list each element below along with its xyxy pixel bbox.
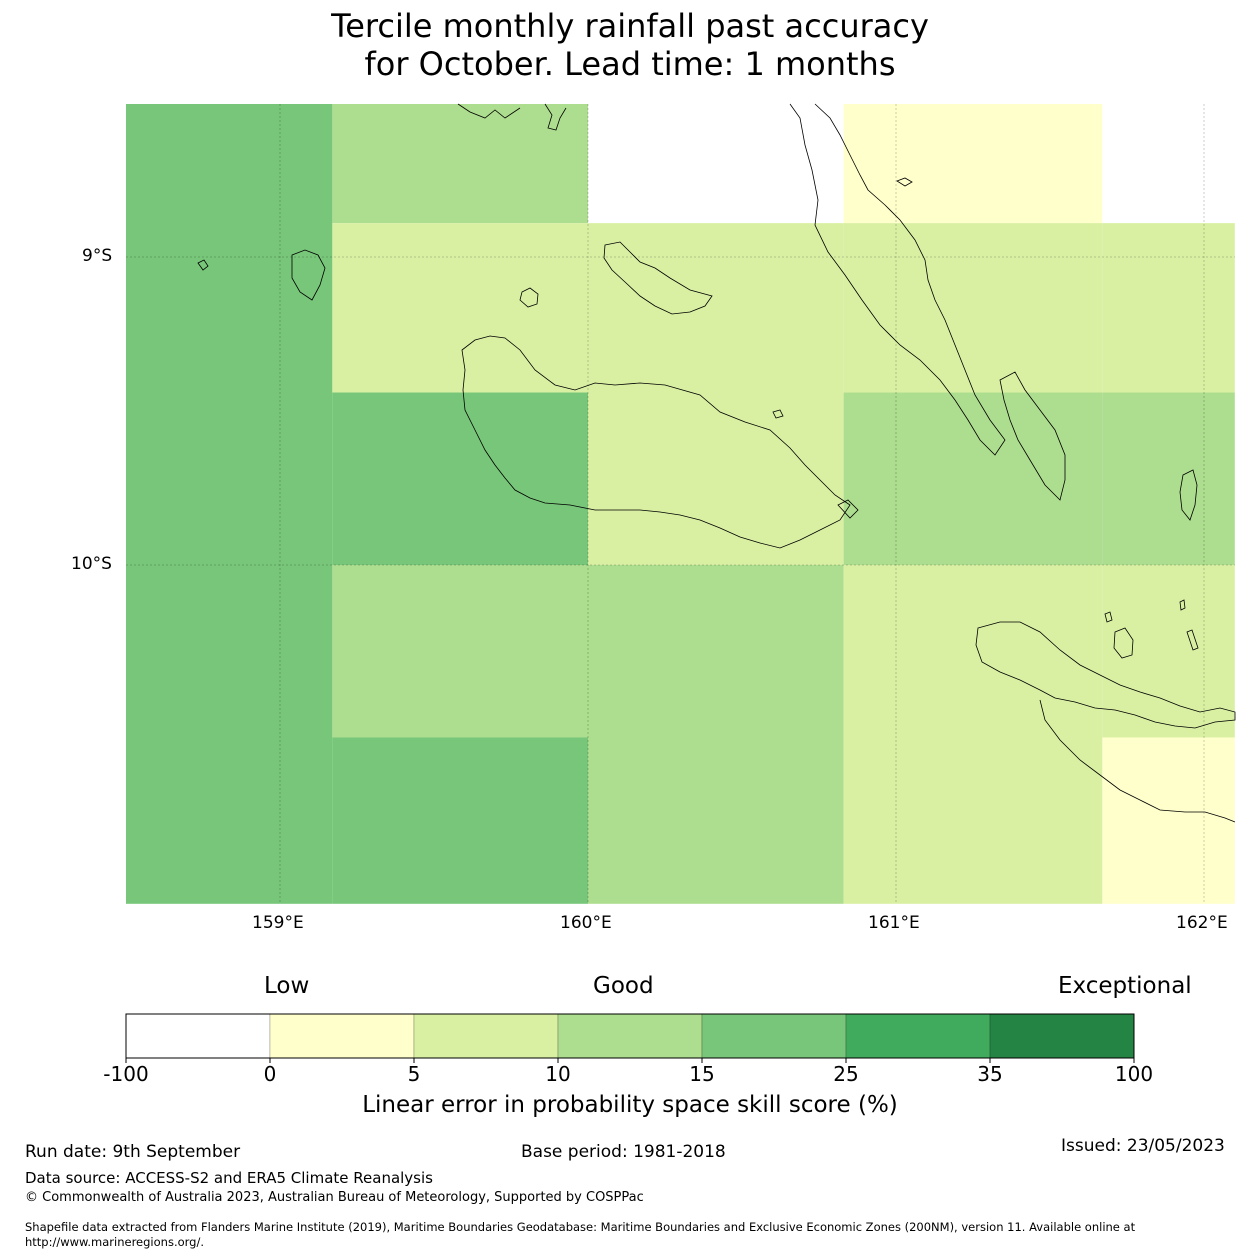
colorbar-tick: 10 xyxy=(545,1062,571,1086)
coastline-malaita xyxy=(789,103,1006,456)
colorbar-tick: 5 xyxy=(407,1062,421,1086)
grid-cell xyxy=(332,104,588,224)
coastline-nggela xyxy=(603,241,713,315)
colorbar-border xyxy=(125,1013,1135,1059)
colorbar-tick: 0 xyxy=(263,1062,277,1086)
coastline-small-islet-5 xyxy=(1179,599,1186,611)
colorbar-segment xyxy=(413,1013,559,1059)
graticule xyxy=(126,104,1235,904)
colorbar-word-good: Good xyxy=(593,973,654,999)
colorbar-label: Linear error in probability space skill … xyxy=(362,1092,898,1118)
grid-cell xyxy=(843,392,1103,565)
colorbar-tick: 35 xyxy=(977,1062,1003,1086)
coastline-north-islet xyxy=(457,103,521,119)
grid-cell xyxy=(843,223,1103,393)
grid-cell xyxy=(843,104,1103,224)
colorbar-tick: 100 xyxy=(1114,1062,1154,1086)
colorbar-word-exceptional: Exceptional xyxy=(1058,973,1192,999)
coastline-small-islet-2 xyxy=(896,177,913,187)
map-title-line-2: for October. Lead time: 1 months xyxy=(364,45,896,83)
coastline-savo xyxy=(519,287,539,308)
lon-tick-160e: 160°E xyxy=(560,913,612,933)
issued-date: Issued: 23/05/2023 xyxy=(1061,1136,1225,1156)
coastline-small-malaita xyxy=(999,371,1066,501)
map-title-line-1: Tercile monthly rainfall past accuracy xyxy=(331,7,929,45)
colorbar-segment xyxy=(125,1013,271,1059)
colorbar-tick: 25 xyxy=(833,1062,859,1086)
coastline-north-islet-2 xyxy=(544,103,567,131)
coastline-ulawa xyxy=(1179,469,1198,521)
colorbar-segment xyxy=(269,1013,415,1059)
grid-cell xyxy=(1102,737,1235,904)
skill-score-grid xyxy=(126,104,1235,904)
colorbar-tick: 15 xyxy=(689,1062,715,1086)
colorbar-segment xyxy=(701,1013,847,1059)
coastline-small-islet-1 xyxy=(197,259,209,271)
lon-tick-159e: 159°E xyxy=(252,913,304,933)
coastlines xyxy=(197,103,1236,823)
copyright: © Commonwealth of Australia 2023, Austra… xyxy=(25,1190,644,1205)
run-date: Run date: 9th September xyxy=(25,1142,241,1162)
coastline-small-islet-4 xyxy=(1104,611,1113,623)
grid-cell xyxy=(588,223,844,565)
coastline-guadalcanal xyxy=(461,335,851,549)
grid-cell xyxy=(1102,223,1235,393)
coastline-small-islet-7 xyxy=(837,499,859,519)
grid-cell xyxy=(588,565,844,904)
colorbar-word-low: Low xyxy=(264,973,310,999)
base-period: Base period: 1981-2018 xyxy=(521,1142,726,1162)
grid-cell xyxy=(332,565,588,738)
coastline-makira-south xyxy=(1039,699,1236,823)
lon-tick-161e: 161°E xyxy=(868,913,920,933)
colorbar-tick: -100 xyxy=(103,1062,149,1086)
shapefile-credit-line-1: Shapefile data extracted from Flanders M… xyxy=(25,1220,1136,1234)
coastline-small-islet-3 xyxy=(772,409,784,419)
colorbar-segment xyxy=(845,1013,991,1059)
shapefile-credit-line-2: http://www.marineregions.org/. xyxy=(25,1235,204,1249)
grid-cell xyxy=(332,737,588,904)
grid-cell xyxy=(588,104,844,224)
coastline-makira xyxy=(975,621,1236,729)
grid-cell xyxy=(332,223,588,393)
coastline-ugi xyxy=(1113,627,1134,659)
coastline-russell-islands xyxy=(291,249,326,301)
lat-tick-10s: 10°S xyxy=(71,554,112,574)
coastline-small-islet-6 xyxy=(1186,629,1199,651)
grid-cell xyxy=(1102,392,1235,565)
data-source: Data source: ACCESS-S2 and ERA5 Climate … xyxy=(25,1169,433,1187)
grid-cell xyxy=(1102,565,1235,738)
lat-tick-9s: 9°S xyxy=(82,246,113,266)
grid-cell xyxy=(126,104,333,904)
grid-cell xyxy=(332,392,588,565)
grid-cell xyxy=(1102,104,1235,224)
grid-cell xyxy=(843,565,1103,904)
lon-tick-162e: 162°E xyxy=(1176,913,1228,933)
colorbar-segment xyxy=(989,1013,1135,1059)
colorbar-segment xyxy=(557,1013,703,1059)
colorbar xyxy=(125,1013,1135,1063)
